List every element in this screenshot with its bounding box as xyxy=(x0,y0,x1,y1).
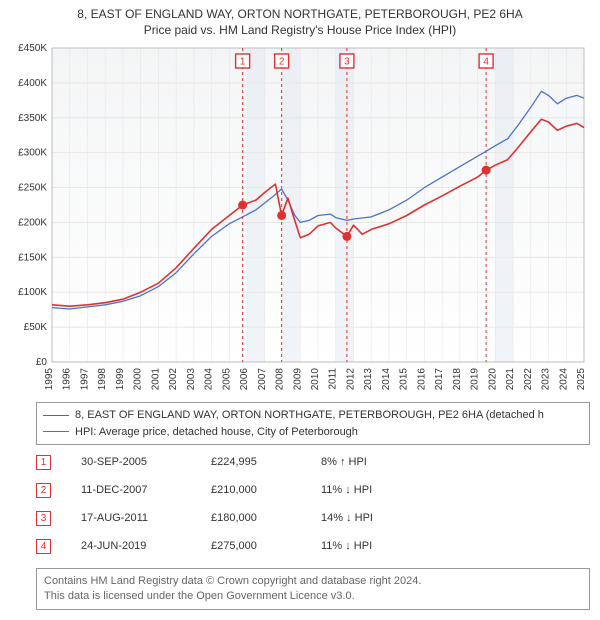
sale-marker: 3 xyxy=(36,511,51,526)
svg-text:2019: 2019 xyxy=(470,368,481,391)
svg-text:£0: £0 xyxy=(36,357,48,368)
sale-price: £275,000 xyxy=(211,540,321,552)
sale-date: 17-AUG-2011 xyxy=(81,512,211,524)
sale-price: £224,995 xyxy=(211,456,321,468)
svg-text:2006: 2006 xyxy=(239,368,250,391)
svg-text:£300K: £300K xyxy=(18,148,47,159)
sale-delta: 8% ↑ HPI xyxy=(321,456,441,468)
sale-price: £180,000 xyxy=(211,512,321,524)
legend-label: HPI: Average price, detached house, City… xyxy=(75,424,358,441)
title-line1: 8, EAST OF ENGLAND WAY, ORTON NORTHGATE,… xyxy=(0,6,600,22)
sale-row: 4 24-JUN-2019£275,00011% ↓ HPI xyxy=(36,532,590,560)
svg-text:2021: 2021 xyxy=(505,368,516,391)
svg-text:1996: 1996 xyxy=(62,368,73,391)
svg-text:2016: 2016 xyxy=(416,368,427,391)
svg-text:2025: 2025 xyxy=(576,368,587,391)
sale-date: 11-DEC-2007 xyxy=(81,484,211,496)
svg-text:1995: 1995 xyxy=(44,368,55,391)
sale-date: 24-JUN-2019 xyxy=(81,540,211,552)
chart-area: £0 £50K £100K £150K £200K £250K £300K £350K £400… xyxy=(10,42,590,392)
sale-row: 1 30-SEP-2005£224,9958% ↑ HPI xyxy=(36,448,590,476)
sales-table: 1 30-SEP-2005£224,9958% ↑ HPI 2 11-DEC-2007… xyxy=(36,448,590,560)
svg-text:£150K: £150K xyxy=(18,252,47,263)
svg-text:1999: 1999 xyxy=(115,368,126,391)
footer-line2: This data is licensed under the Open Gov… xyxy=(44,589,582,604)
svg-text:3: 3 xyxy=(344,57,350,68)
footer-attribution: Contains HM Land Registry data © Crown c… xyxy=(36,568,590,610)
svg-text:£250K: £250K xyxy=(18,183,47,194)
svg-text:4: 4 xyxy=(483,57,489,68)
svg-text:2004: 2004 xyxy=(204,368,215,391)
legend-swatch xyxy=(43,415,69,416)
svg-text:2023: 2023 xyxy=(541,368,552,391)
footer-line1: Contains HM Land Registry data © Crown c… xyxy=(44,574,582,589)
svg-text:2007: 2007 xyxy=(257,368,268,391)
svg-text:2008: 2008 xyxy=(275,368,286,391)
svg-text:2017: 2017 xyxy=(434,368,445,391)
svg-text:2018: 2018 xyxy=(452,368,463,391)
legend-item: HPI: Average price, detached house, City… xyxy=(43,424,583,441)
svg-text:£350K: £350K xyxy=(18,113,47,124)
svg-text:2011: 2011 xyxy=(328,368,339,390)
svg-text:2013: 2013 xyxy=(363,368,374,391)
svg-text:2003: 2003 xyxy=(186,368,197,391)
svg-text:£50K: £50K xyxy=(24,322,48,333)
sale-date: 30-SEP-2005 xyxy=(81,456,211,468)
svg-text:2012: 2012 xyxy=(345,368,356,391)
sale-delta: 14% ↓ HPI xyxy=(321,512,441,524)
sale-delta: 11% ↓ HPI xyxy=(321,484,441,496)
svg-text:2009: 2009 xyxy=(292,368,303,391)
svg-text:£200K: £200K xyxy=(18,217,47,228)
legend-label: 8, EAST OF ENGLAND WAY, ORTON NORTHGATE,… xyxy=(75,407,544,424)
svg-text:£100K: £100K xyxy=(18,287,47,298)
svg-text:1: 1 xyxy=(240,57,246,68)
chart-title: 8, EAST OF ENGLAND WAY, ORTON NORTHGATE,… xyxy=(0,0,600,38)
sale-delta: 11% ↓ HPI xyxy=(321,540,441,552)
svg-text:2: 2 xyxy=(279,57,285,68)
sale-row: 3 17-AUG-2011£180,00014% ↓ HPI xyxy=(36,504,590,532)
legend-swatch xyxy=(43,431,69,432)
svg-text:2015: 2015 xyxy=(399,368,410,391)
sale-marker: 4 xyxy=(36,539,51,554)
svg-text:£400K: £400K xyxy=(18,78,47,89)
svg-text:2005: 2005 xyxy=(221,368,232,391)
svg-text:2014: 2014 xyxy=(381,368,392,391)
svg-text:2002: 2002 xyxy=(168,368,179,391)
svg-text:2024: 2024 xyxy=(558,368,569,391)
legend: 8, EAST OF ENGLAND WAY, ORTON NORTHGATE,… xyxy=(36,402,590,445)
price-chart: £0 £50K £100K £150K £200K £250K £300K £350K £400… xyxy=(10,42,590,392)
title-line2: Price paid vs. HM Land Registry's House … xyxy=(0,22,600,38)
svg-text:2022: 2022 xyxy=(523,368,534,391)
svg-text:2010: 2010 xyxy=(310,368,321,391)
svg-text:1998: 1998 xyxy=(97,368,108,391)
sale-marker: 1 xyxy=(36,455,51,470)
sale-marker: 2 xyxy=(36,483,51,498)
legend-item: 8, EAST OF ENGLAND WAY, ORTON NORTHGATE,… xyxy=(43,407,583,424)
svg-text:2000: 2000 xyxy=(133,368,144,391)
sale-price: £210,000 xyxy=(211,484,321,496)
sale-row: 2 11-DEC-2007£210,00011% ↓ HPI xyxy=(36,476,590,504)
svg-text:2001: 2001 xyxy=(150,368,161,391)
svg-text:£450K: £450K xyxy=(18,43,47,54)
svg-text:1997: 1997 xyxy=(79,368,90,391)
svg-text:2020: 2020 xyxy=(487,368,498,391)
